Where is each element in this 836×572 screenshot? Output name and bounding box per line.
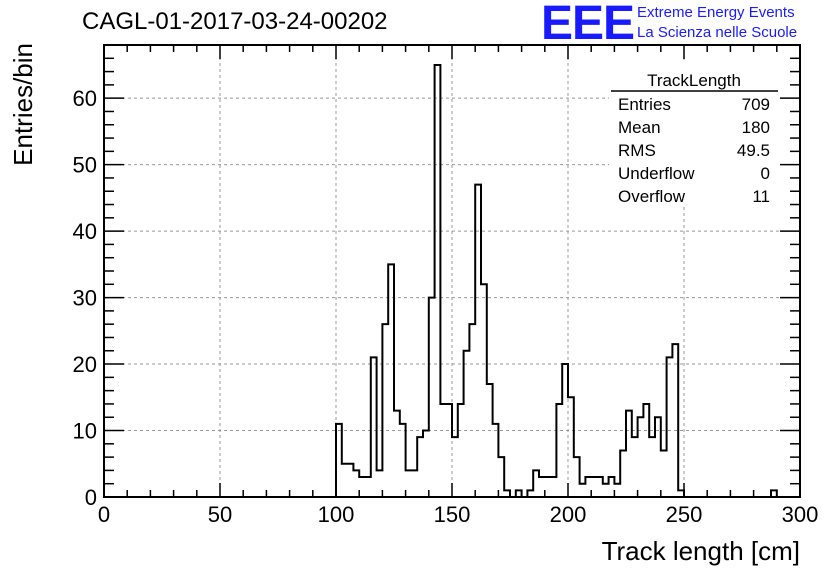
x-tick-label: 50: [208, 502, 232, 527]
stats-value: 11: [752, 187, 770, 206]
x-tick-label: 100: [318, 502, 355, 527]
x-tick-label: 250: [666, 502, 703, 527]
y-tick-label: 60: [73, 86, 97, 111]
stats-value: 180: [742, 118, 770, 137]
x-axis-label: Track length [cm]: [602, 536, 800, 566]
plot-frame: [103, 44, 801, 498]
y-axis-label: Entries/bin: [8, 43, 38, 166]
stats-label: Underflow: [618, 164, 695, 183]
x-tick-label: 150: [434, 502, 471, 527]
stats-box: TrackLength Entries 709 Mean 180 RMS 49.5 Unde…: [609, 62, 780, 206]
stats-value: 49.5: [737, 141, 770, 160]
y-tick-label: 20: [73, 352, 97, 377]
y-tick-label: 0: [85, 485, 97, 510]
x-tick-label: 0: [98, 502, 110, 527]
stats-label: RMS: [618, 141, 656, 160]
y-tick-label: 10: [73, 419, 97, 444]
x-tick-label: 300: [782, 502, 819, 527]
y-tick-label: 30: [73, 286, 97, 311]
stats-title: TrackLength: [647, 71, 741, 90]
run-title: CAGL-01-2017-03-24-00202: [82, 8, 388, 35]
x-tick-label: 200: [550, 502, 587, 527]
logo-line-1: Extreme Energy Events: [637, 4, 795, 21]
stats-value: 0: [761, 164, 770, 183]
stats-label: Entries: [618, 95, 671, 114]
stats-value: 709: [742, 95, 770, 114]
x-tick-labels: 0 50 100 150 200 250 300: [98, 502, 818, 527]
stats-label: Overflow: [618, 187, 686, 206]
logo-line-2: La Scienza nelle Scuole: [637, 24, 798, 41]
eee-logo: EEE: [541, 0, 635, 50]
stats-label: Mean: [618, 118, 661, 137]
y-tick-labels: 0 10 20 30 40 50 60: [73, 86, 97, 510]
y-tick-label: 40: [73, 219, 97, 244]
y-tick-label: 50: [73, 153, 97, 178]
histogram-outline: [335, 63, 778, 498]
